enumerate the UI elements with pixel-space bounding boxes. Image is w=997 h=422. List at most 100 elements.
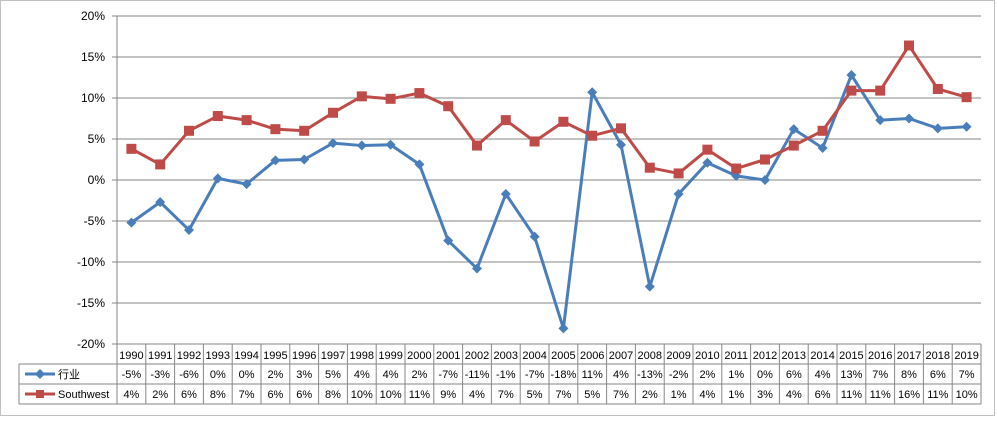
data-label: 7% — [498, 389, 514, 401]
data-label: 2% — [699, 369, 715, 381]
data-point — [184, 125, 194, 136]
data-point — [644, 162, 655, 173]
data-label: 7% — [555, 389, 571, 401]
x-tick-label: 2015 — [839, 350, 863, 362]
data-point — [212, 173, 223, 184]
data-label: 0% — [757, 369, 773, 381]
y-tick-label: 20% — [81, 9, 105, 23]
data-label: 1% — [728, 369, 744, 381]
data-point — [414, 88, 425, 99]
data-label: 7% — [872, 369, 888, 381]
series-line — [130, 73, 967, 330]
data-label: 6% — [815, 389, 831, 401]
data-point — [155, 197, 166, 208]
x-tick-label: 1992 — [177, 350, 201, 362]
y-tick-label: 10% — [81, 91, 105, 105]
data-point — [817, 125, 828, 136]
x-tick-label: 2014 — [810, 350, 834, 362]
data-point — [385, 139, 396, 150]
data-label: 10% — [956, 389, 978, 401]
x-tick-label: 2008 — [638, 350, 662, 362]
data-point — [241, 179, 252, 190]
data-label: 3% — [296, 369, 312, 381]
data-point — [673, 168, 684, 179]
x-tick-label: 2016 — [868, 350, 892, 362]
data-label: 4% — [469, 389, 485, 401]
x-tick-label: 2012 — [753, 350, 777, 362]
legend-key-marker — [35, 369, 45, 379]
data-label: 1% — [728, 389, 744, 401]
data-point — [212, 111, 223, 122]
data-point — [587, 87, 598, 98]
data-point — [558, 323, 569, 334]
data-label: 4% — [786, 389, 802, 401]
data-point — [328, 107, 338, 118]
x-tick-label: 2011 — [724, 350, 748, 362]
data-point — [270, 124, 281, 135]
data-point — [760, 154, 770, 165]
data-point — [270, 155, 281, 166]
x-tick-label: 2003 — [494, 350, 518, 362]
data-label: 11% — [582, 369, 603, 381]
data-point — [299, 154, 310, 165]
data-label: 7% — [613, 389, 629, 401]
data-label: -13% — [637, 369, 663, 381]
data-point — [126, 143, 137, 154]
data-point — [788, 124, 799, 135]
x-tick-label: 2013 — [782, 350, 806, 362]
y-tick-label: -10% — [77, 255, 105, 269]
x-tick-label: 1997 — [321, 350, 345, 362]
data-label: 11% — [841, 389, 862, 401]
data-label: 2% — [411, 369, 427, 381]
data-point — [529, 136, 540, 147]
data-point — [529, 231, 540, 242]
y-tick-label: -15% — [77, 296, 105, 310]
data-label: 11% — [927, 389, 948, 401]
data-label: 0% — [210, 369, 226, 381]
x-tick-label: 2018 — [926, 350, 950, 362]
data-point — [616, 139, 626, 150]
x-tick-label: 1994 — [234, 350, 258, 362]
data-label: 6% — [296, 389, 312, 401]
data-label: 6% — [930, 369, 946, 381]
x-tick-label: 2009 — [666, 350, 690, 362]
data-point — [385, 93, 396, 104]
x-tick-label: 2000 — [407, 350, 431, 362]
data-label: 4% — [123, 389, 139, 401]
data-point — [616, 123, 626, 134]
x-tick-label: 2019 — [954, 350, 978, 362]
data-label: -7% — [525, 369, 545, 381]
data-label: -7% — [438, 369, 458, 381]
data-label: 5% — [527, 389, 543, 401]
data-point — [932, 123, 943, 134]
series-line — [130, 44, 968, 175]
data-point — [184, 225, 194, 236]
data-label: -6% — [179, 369, 199, 381]
data-label: 2% — [642, 389, 658, 401]
data-point — [472, 263, 482, 274]
y-tick-label: 5% — [88, 132, 106, 146]
data-label: 4% — [383, 369, 399, 381]
data-point — [702, 144, 713, 155]
data-point — [299, 125, 310, 136]
x-tick-label: 1998 — [350, 350, 374, 362]
y-axis-tick-labels: 20% 15% 10% 5% 0% -5% -10% -15% -20% — [77, 9, 105, 351]
data-label: 2% — [267, 369, 283, 381]
x-tick-label: 2002 — [465, 350, 489, 362]
data-label: 10% — [380, 389, 402, 401]
x-tick-label: 2006 — [580, 350, 604, 362]
data-point — [558, 116, 569, 127]
data-point — [356, 140, 367, 151]
data-point — [328, 138, 338, 149]
x-tick-label: 2001 — [436, 350, 460, 362]
data-table: 1990 1991 1992 1993 1994 1995 1996 1997 1998 1999… — [18, 343, 982, 405]
data-point — [356, 91, 367, 102]
x-tick-label: 1991 — [148, 350, 172, 362]
data-point — [788, 140, 799, 151]
data-label: 3% — [757, 389, 773, 401]
y-tick-label: 15% — [81, 50, 105, 64]
data-point — [904, 113, 914, 124]
data-point — [875, 85, 886, 96]
